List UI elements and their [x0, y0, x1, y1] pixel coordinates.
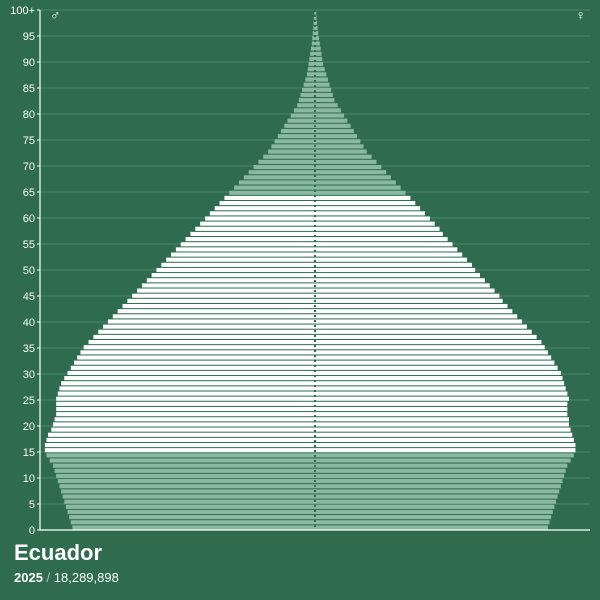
- svg-text:10: 10: [23, 473, 35, 485]
- svg-text:90: 90: [23, 57, 35, 69]
- svg-text:40: 40: [23, 317, 35, 329]
- svg-text:75: 75: [23, 135, 35, 147]
- svg-text:55: 55: [23, 239, 35, 251]
- svg-text:15: 15: [23, 447, 35, 459]
- svg-text:85: 85: [23, 83, 35, 95]
- svg-text:25: 25: [23, 395, 35, 407]
- svg-text:50: 50: [23, 265, 35, 277]
- svg-text:35: 35: [23, 343, 35, 355]
- svg-text:60: 60: [23, 213, 35, 225]
- subtitle: 2025 / 18,289,898: [14, 570, 119, 585]
- svg-text:45: 45: [23, 291, 35, 303]
- svg-text:20: 20: [23, 421, 35, 433]
- male-symbol: ♂: [50, 7, 61, 23]
- svg-text:80: 80: [23, 109, 35, 121]
- country-title: Ecuador: [14, 540, 102, 565]
- svg-text:95: 95: [23, 31, 35, 43]
- svg-text:30: 30: [23, 369, 35, 381]
- svg-text:70: 70: [23, 161, 35, 173]
- svg-text:65: 65: [23, 187, 35, 199]
- svg-text:5: 5: [29, 499, 35, 511]
- population-pyramid-chart: 0 5 10 15 20 25 30 35 40 45 50 55 60 65 70 75 80 85 90 95 10…: [0, 0, 600, 600]
- svg-text:0: 0: [29, 525, 35, 537]
- svg-text:100+: 100+: [10, 5, 35, 17]
- female-symbol: ♀: [576, 7, 587, 23]
